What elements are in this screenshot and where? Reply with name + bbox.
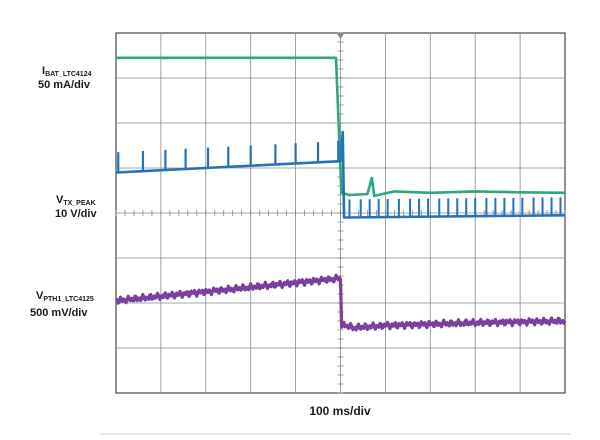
trace-ibat — [116, 56, 566, 198]
traces — [114, 56, 567, 332]
channel-label-vtx: VTX_PEAK — [56, 194, 96, 207]
bottom-divider — [100, 433, 570, 435]
channel-scale-ibat: 50 mA/div — [38, 79, 91, 91]
trigger-marker — [336, 33, 345, 39]
trace-vpth — [114, 273, 567, 332]
channel-scale-vtx: 10 V/div — [55, 208, 97, 220]
channel-label-ibat: IBAT_LTC4124 — [42, 65, 92, 78]
channel-label-vpth: VPTH1_LTC4125 — [36, 290, 94, 303]
channel-scale-vpth: 500 mV/div — [30, 307, 88, 319]
trace-vtx-baseline — [115, 130, 566, 219]
x-axis-label: 100 ms/div — [309, 404, 371, 418]
